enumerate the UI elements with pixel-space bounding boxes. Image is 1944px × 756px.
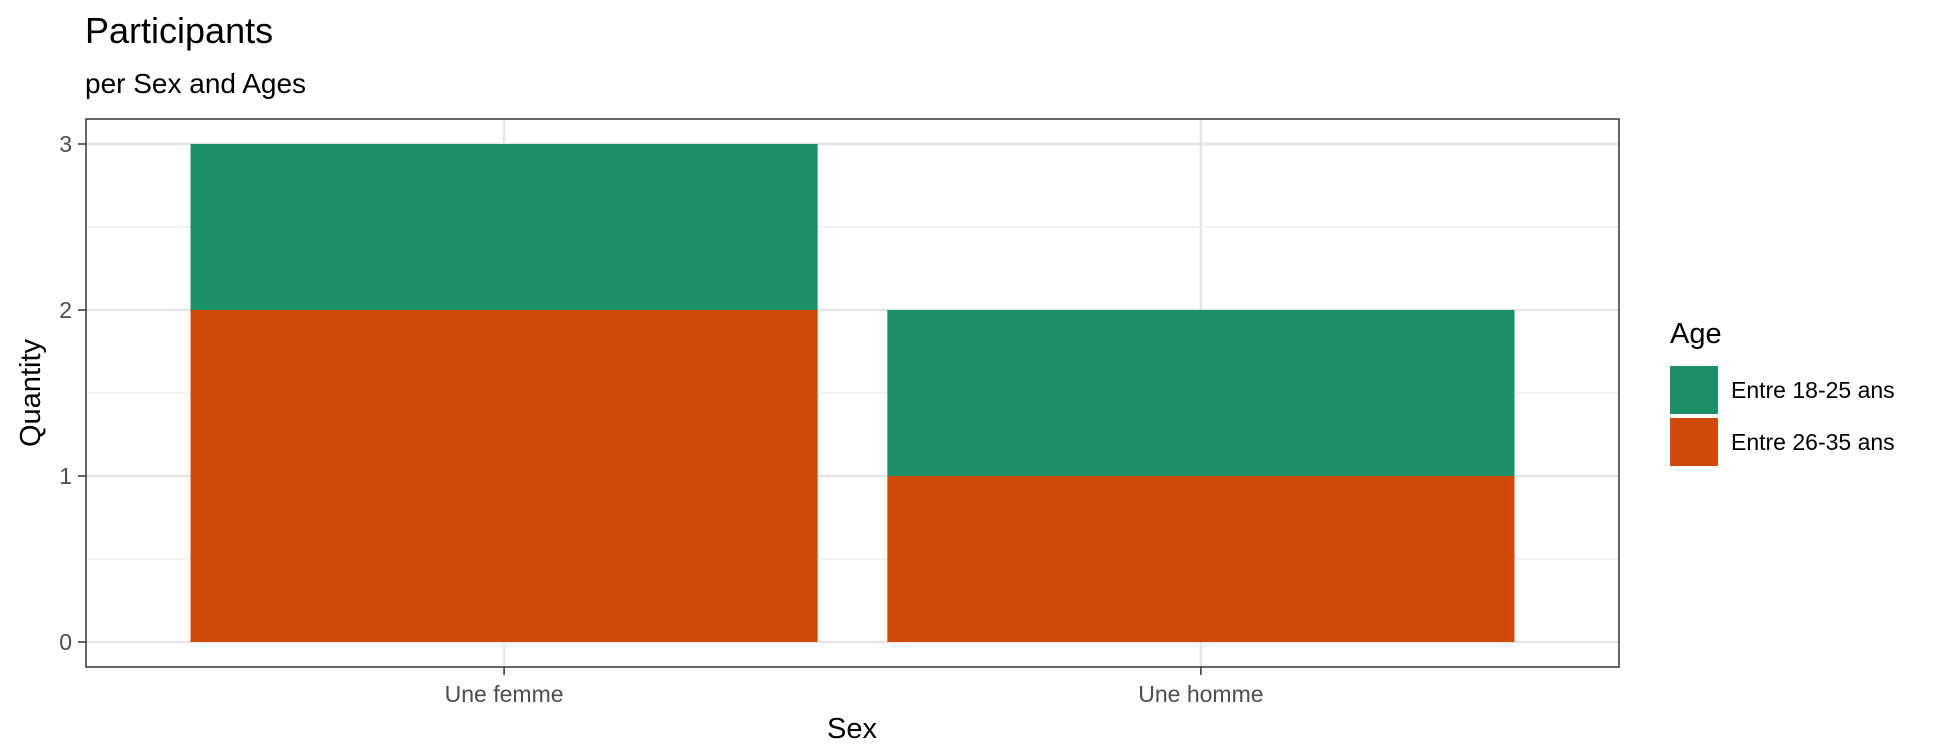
x-tick-label: Une homme <box>1138 681 1263 707</box>
bar-segment <box>887 310 1515 476</box>
plot-area <box>85 118 1620 668</box>
y-tick-label: 1 <box>59 463 72 489</box>
x-axis-title: Sex <box>827 713 877 745</box>
legend-label: Entre 18-25 ans <box>1731 377 1895 403</box>
bar-segment <box>190 310 818 642</box>
chart-subtitle: per Sex and Ages <box>85 68 306 99</box>
chart-title: Participants <box>85 10 273 51</box>
legend-swatch <box>1670 418 1718 466</box>
y-tick-label: 2 <box>59 297 72 323</box>
bars <box>190 144 1515 642</box>
legend: Age Entre 18-25 ans Entre 26-35 ans <box>1670 318 1895 466</box>
y-tick-label: 3 <box>59 131 72 157</box>
legend-swatch <box>1670 366 1718 414</box>
y-axis: 0 1 2 3 <box>59 131 86 655</box>
bar-segment <box>887 476 1515 642</box>
legend-label: Entre 26-35 ans <box>1731 429 1895 455</box>
legend-title: Age <box>1670 318 1722 350</box>
plot-border <box>85 118 1620 668</box>
y-axis-title: Quantity <box>15 339 47 447</box>
x-axis: Une femme Une homme <box>445 667 1264 707</box>
y-tick-label: 0 <box>59 629 72 655</box>
bar-segment <box>190 144 818 310</box>
x-tick-label: Une femme <box>445 681 564 707</box>
